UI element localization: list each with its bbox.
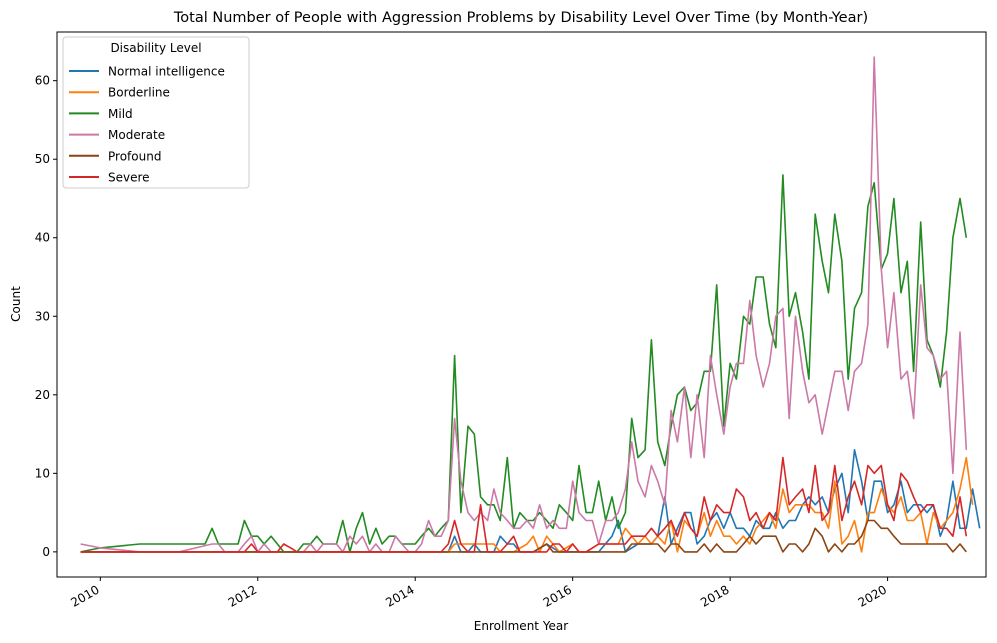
legend-box: [62, 36, 250, 189]
x-tick-label: 2016: [541, 582, 574, 609]
legend-label: Profound: [108, 149, 161, 163]
plot-area: [56, 31, 987, 578]
series-line-4: [80, 519, 967, 553]
y-tick-label: 20: [35, 388, 50, 402]
series-line-5: [80, 456, 968, 553]
x-tick-label: 2020: [856, 582, 889, 609]
chart-title: Total Number of People with Aggression P…: [173, 10, 868, 26]
y-axis-label: Count: [9, 286, 23, 322]
legend-label: Severe: [108, 171, 150, 185]
y-axis: 0 10 20 30 40 50 60: [35, 74, 57, 559]
x-tick-label: 2014: [383, 582, 416, 609]
legend-label: Normal intelligence: [108, 65, 225, 79]
x-tick-label: 2018: [698, 582, 731, 609]
y-tick-label: 0: [42, 545, 50, 559]
y-tick-label: 40: [35, 231, 50, 245]
series-line-3: [80, 56, 968, 553]
x-axis: 2010 2012 2014 2016 2018 2020: [68, 577, 889, 610]
series-lines: [80, 56, 981, 553]
legend-title: Disability Level: [110, 41, 201, 55]
legend-items: Normal intelligence Borderline Mild Moderat…: [69, 65, 225, 185]
y-tick-label: 10: [35, 466, 50, 480]
series-line-0: [80, 448, 981, 553]
y-tick-label: 60: [35, 74, 50, 88]
x-tick-label: 2010: [68, 582, 101, 609]
x-tick-label: 2012: [226, 582, 259, 609]
series-line-1: [80, 456, 974, 553]
y-tick-label: 30: [35, 309, 50, 323]
legend-label: Mild: [108, 107, 133, 121]
legend: Disability Level Normal intelligence Bord…: [62, 36, 250, 189]
legend-label: Borderline: [108, 86, 170, 100]
legend-label: Moderate: [108, 128, 165, 142]
y-tick-label: 50: [35, 152, 50, 166]
x-axis-label: Enrollment Year: [474, 619, 569, 633]
